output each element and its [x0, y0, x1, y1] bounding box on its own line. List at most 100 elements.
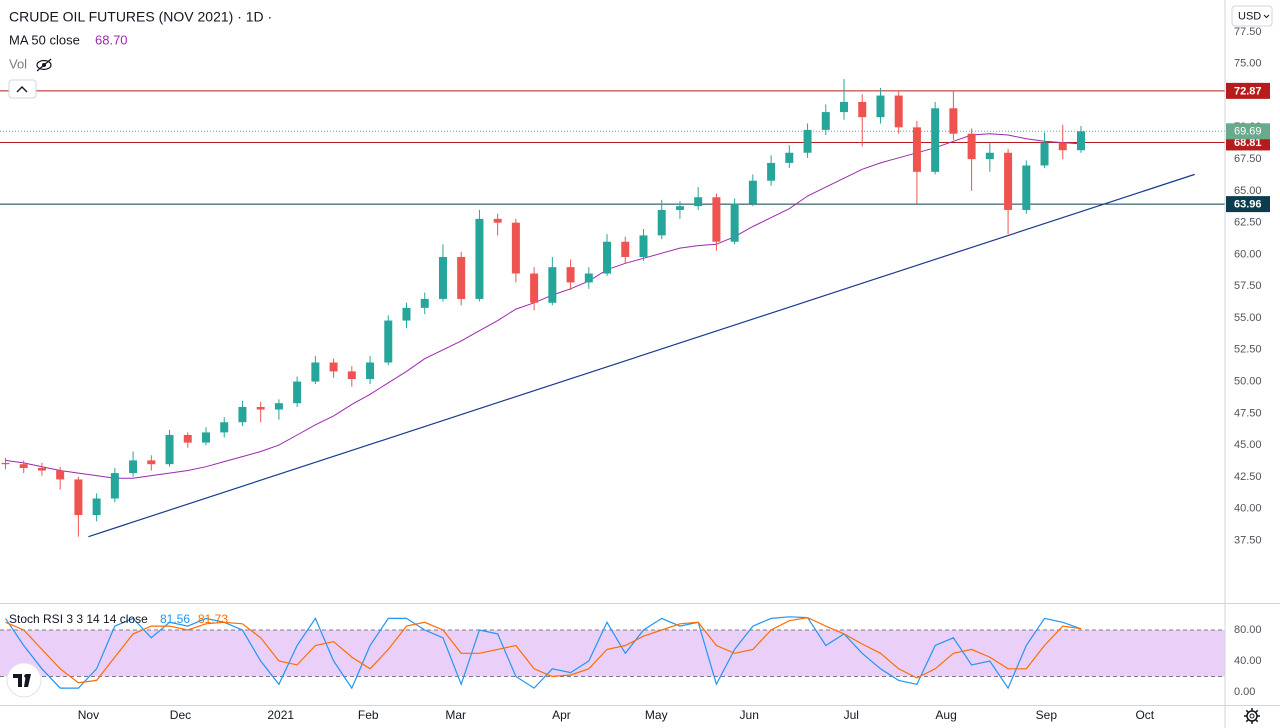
- candle-body: [803, 129, 812, 153]
- y-tick-label: 52.50: [1234, 344, 1262, 356]
- y-tick-label: 47.50: [1234, 407, 1262, 419]
- candle-body: [748, 180, 757, 204]
- candle-body: [384, 320, 393, 363]
- volume-legend: Vol: [9, 56, 27, 71]
- candle-body: [621, 241, 630, 257]
- x-tick-label: Feb: [358, 708, 379, 722]
- y-tick-label: 67.50: [1234, 153, 1262, 165]
- candle-body: [293, 381, 302, 404]
- level-label: 68.81: [1234, 137, 1262, 149]
- candle-body: [110, 473, 119, 499]
- x-tick-label: May: [645, 708, 668, 722]
- candle-body: [493, 218, 502, 223]
- candle-body: [311, 362, 320, 382]
- stoch-k-value: 81.56: [160, 612, 190, 626]
- candle-body: [858, 101, 867, 118]
- x-tick-label: Sep: [1036, 708, 1058, 722]
- candle-body: [129, 460, 138, 474]
- candle-body: [220, 422, 229, 433]
- axes: 37.50 40.00 42.50 45.00 47.50 50.00 52.50 55.00…: [78, 26, 1270, 722]
- candle-body: [931, 108, 940, 172]
- candle-body: [329, 362, 338, 372]
- candle-body: [475, 218, 484, 299]
- candle-body: [1040, 142, 1049, 166]
- candle-body: [767, 162, 776, 181]
- candle-body: [1058, 142, 1067, 151]
- level-label-bg: [1226, 82, 1270, 99]
- candle-body: [92, 498, 101, 516]
- x-tick-label: Dec: [170, 708, 191, 722]
- level-label: 63.96: [1234, 199, 1262, 211]
- ma-line: [5, 133, 1082, 479]
- stoch-line: [5, 616, 1082, 684]
- settings-gear[interactable]: [1244, 708, 1260, 724]
- x-tick-label: Mar: [445, 708, 466, 722]
- x-tick-label: 2021: [267, 708, 294, 722]
- level-label: 72.87: [1234, 85, 1262, 97]
- tradingview-logo[interactable]: [6, 662, 42, 698]
- x-tick-label: Aug: [935, 708, 956, 722]
- x-tick-label: Nov: [78, 708, 99, 722]
- candle-body: [201, 432, 210, 443]
- candle-body: [840, 101, 849, 113]
- candle-body: [1022, 165, 1031, 210]
- candle-body: [821, 112, 830, 130]
- y-tick-label: 45.00: [1234, 439, 1262, 451]
- y-tick-label: 55.00: [1234, 312, 1262, 324]
- candle-body: [1004, 152, 1013, 210]
- candle-body: [912, 127, 921, 172]
- chart-title: CRUDE OIL FUTURES (NOV 2021) · 1D ·: [9, 9, 272, 25]
- last-price-label: 69.69: [1234, 126, 1262, 138]
- candle-body: [603, 241, 612, 274]
- candle-body: [530, 273, 539, 303]
- stoch-tick-label: 80.00: [1234, 624, 1262, 636]
- stoch-legend: Stoch RSI 3 3 14 14 close: [9, 612, 148, 626]
- candle-body: [402, 307, 411, 321]
- candle-body: [183, 434, 192, 443]
- x-tick-label: Apr: [552, 708, 571, 722]
- candle-body: [147, 460, 156, 465]
- y-tick-label: 62.50: [1234, 217, 1262, 229]
- last-price-bg: [1226, 123, 1270, 140]
- stoch-tick-label: 0.00: [1234, 686, 1255, 698]
- stoch-tick-label: 40.00: [1234, 655, 1262, 667]
- candle-body: [730, 203, 739, 242]
- candle-body: [511, 222, 520, 274]
- candle-body: [675, 206, 684, 210]
- candle-body: [420, 298, 429, 308]
- stoch-pane: [0, 616, 1225, 690]
- y-tick-label: 60.00: [1234, 248, 1262, 260]
- price-pane: [0, 79, 1225, 538]
- candle-body: [657, 209, 666, 236]
- candle-body: [894, 95, 903, 128]
- stoch-line: [5, 616, 1082, 690]
- stoch-d-value: 81.73: [198, 612, 228, 626]
- collapse-button[interactable]: [8, 79, 37, 99]
- candle-body: [967, 133, 976, 160]
- currency-button[interactable]: USD: [1231, 5, 1273, 27]
- candle-body: [165, 434, 174, 465]
- x-tick-label: Jul: [844, 708, 859, 722]
- candle-body: [37, 468, 46, 471]
- candle-body: [1076, 131, 1085, 151]
- candle-body: [19, 464, 28, 469]
- y-tick-label: 42.50: [1234, 471, 1262, 483]
- currency-label: USD: [1238, 10, 1261, 22]
- y-tick-label: 57.50: [1234, 280, 1262, 292]
- y-tick-label: 37.50: [1234, 534, 1262, 546]
- candle-body: [56, 470, 65, 480]
- candle-body: [949, 108, 958, 134]
- level-label-bg: [1226, 196, 1270, 213]
- y-tick-label: 77.50: [1234, 26, 1262, 38]
- candle-body: [274, 403, 283, 410]
- candle-body: [74, 479, 83, 516]
- trendline: [88, 173, 1195, 538]
- candle-body: [694, 197, 703, 207]
- candle-body: [548, 267, 557, 303]
- y-tick-label: 40.00: [1234, 503, 1262, 515]
- stoch-band: [0, 630, 1225, 677]
- candle-body: [584, 273, 593, 283]
- y-tick-label: 50.00: [1234, 375, 1262, 387]
- hidden-eye-icon[interactable]: [36, 58, 52, 72]
